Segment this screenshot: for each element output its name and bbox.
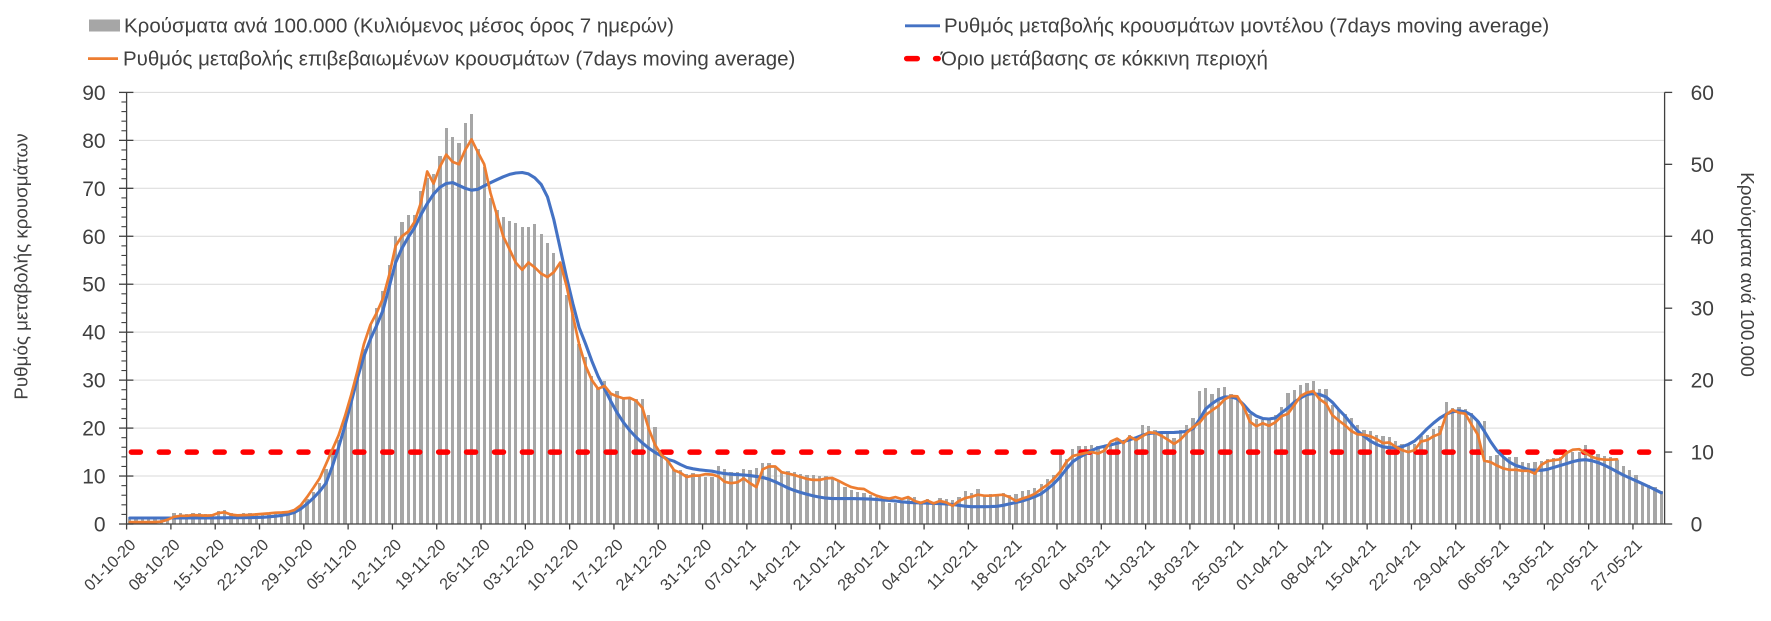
svg-text:70: 70 [82, 178, 105, 201]
svg-text:30: 30 [1691, 298, 1714, 321]
svg-text:30: 30 [82, 370, 105, 393]
svg-text:80: 80 [82, 130, 105, 153]
svg-text:Κρούσματα ανά 100.000: Κρούσματα ανά 100.000 [1737, 172, 1758, 377]
svg-text:0: 0 [94, 514, 106, 537]
svg-text:20: 20 [1691, 370, 1714, 393]
svg-text:10: 10 [1691, 442, 1714, 465]
svg-text:40: 40 [1691, 226, 1714, 249]
svg-text:Ρυθμός μεταβολής κρουσμάτων μο: Ρυθμός μεταβολής κρουσμάτων μοντέλου (7d… [944, 15, 1549, 38]
svg-text:90: 90 [82, 82, 105, 105]
svg-text:Όριο μετάβασης σε κόκκινη περι: Όριο μετάβασης σε κόκκινη περιοχή [940, 47, 1268, 70]
svg-text:60: 60 [1691, 82, 1714, 105]
svg-text:20: 20 [82, 418, 105, 441]
svg-text:Ρυθμός μεταβολής κρουσμάτων: Ρυθμός μεταβολής κρουσμάτων [11, 133, 32, 399]
svg-text:40: 40 [82, 322, 105, 345]
svg-text:10: 10 [82, 466, 105, 489]
svg-text:50: 50 [1691, 154, 1714, 177]
svg-text:0: 0 [1691, 514, 1703, 537]
svg-text:60: 60 [82, 226, 105, 249]
svg-text:50: 50 [82, 274, 105, 297]
svg-text:Ρυθμός μεταβολής επιβεβαιωμένω: Ρυθμός μεταβολής επιβεβαιωμένων κρουσμάτ… [123, 47, 795, 70]
svg-text:Κρούσματα ανά 100.000 (Κυλιόμε: Κρούσματα ανά 100.000 (Κυλιόμενος μέσος … [124, 15, 674, 38]
